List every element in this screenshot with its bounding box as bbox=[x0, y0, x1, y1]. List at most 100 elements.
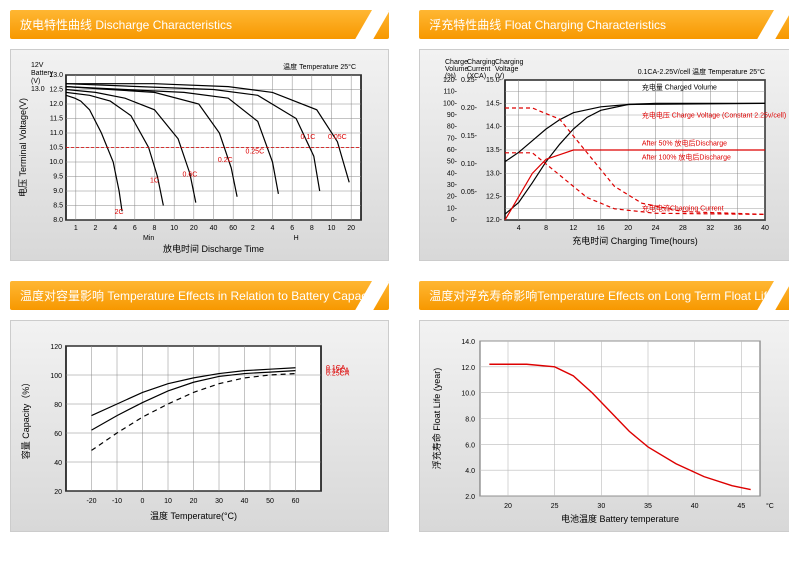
svg-text:Min: Min bbox=[143, 235, 154, 242]
svg-text:60-: 60- bbox=[447, 147, 458, 154]
svg-text:容量 Capacity（%）: 容量 Capacity（%） bbox=[20, 378, 31, 460]
svg-text:10: 10 bbox=[328, 225, 336, 232]
svg-text:10-: 10- bbox=[447, 205, 458, 212]
svg-text:12.5-: 12.5- bbox=[486, 194, 503, 201]
svg-text:70-: 70- bbox=[447, 135, 458, 142]
svg-text:60: 60 bbox=[54, 431, 62, 438]
svg-text:8: 8 bbox=[310, 225, 314, 232]
svg-text:14.0-: 14.0- bbox=[486, 124, 503, 131]
svg-text:After 100% 放电后Discharge: After 100% 放电后Discharge bbox=[642, 152, 731, 161]
svg-text:100: 100 bbox=[50, 373, 62, 380]
svg-text:36: 36 bbox=[734, 225, 742, 232]
svg-text:40-: 40- bbox=[447, 170, 458, 177]
svg-text:0.2C: 0.2C bbox=[218, 157, 233, 164]
svg-text:14.5-: 14.5- bbox=[486, 100, 503, 107]
svg-text:充电电流Charging Current: 充电电流Charging Current bbox=[642, 204, 724, 213]
svg-text:80-: 80- bbox=[447, 124, 458, 131]
svg-text:12.5: 12.5 bbox=[49, 87, 63, 94]
svg-text:2: 2 bbox=[251, 225, 255, 232]
svg-text:°C: °C bbox=[766, 502, 774, 510]
svg-text:温度 Temperature(°C): 温度 Temperature(°C) bbox=[150, 510, 237, 521]
svg-text:12.0: 12.0 bbox=[462, 365, 476, 372]
svg-text:20: 20 bbox=[54, 489, 62, 496]
panel-temp-float: 温度对浮充寿命影响Temperature Effects on Long Ter… bbox=[419, 281, 789, 532]
svg-text:30: 30 bbox=[215, 498, 223, 505]
svg-text:4: 4 bbox=[517, 225, 521, 232]
svg-text:充电量 Charged Volume: 充电量 Charged Volume bbox=[642, 82, 717, 91]
svg-text:40: 40 bbox=[241, 498, 249, 505]
svg-text:放电时间 Discharge Time: 放电时间 Discharge Time bbox=[163, 243, 264, 254]
svg-text:浮充寿命 Float Life (year): 浮充寿命 Float Life (year) bbox=[431, 368, 442, 470]
svg-text:120: 120 bbox=[50, 344, 62, 351]
svg-text:-10: -10 bbox=[112, 498, 122, 505]
svg-text:0.6C: 0.6C bbox=[183, 172, 198, 179]
chart-float-charge: 4812162024283236400-10-20-30-40-50-60-70… bbox=[419, 49, 789, 261]
panel-temp-capacity: 温度对容量影响 Temperature Effects in Relation … bbox=[10, 281, 389, 532]
svg-text:充电时间 Charging Time(hours): 充电时间 Charging Time(hours) bbox=[572, 235, 698, 246]
svg-text:12V: 12V bbox=[31, 62, 44, 69]
svg-text:9.5: 9.5 bbox=[53, 174, 63, 181]
svg-text:10: 10 bbox=[170, 225, 178, 232]
svg-text:28: 28 bbox=[679, 225, 687, 232]
svg-text:1: 1 bbox=[74, 225, 78, 232]
svg-text:2C: 2C bbox=[115, 209, 124, 216]
svg-text:11.0: 11.0 bbox=[50, 130, 63, 137]
chart-temp-capacity: 20406080100120-20-1001020304050600.1CA0.… bbox=[10, 320, 389, 532]
svg-text:20: 20 bbox=[504, 503, 512, 510]
svg-text:13.5-: 13.5- bbox=[486, 147, 503, 154]
svg-text:6: 6 bbox=[133, 225, 137, 232]
svg-text:100-: 100- bbox=[443, 100, 458, 107]
panel-float-charge: 浮充特性曲线 Float Charging Characteristics 48… bbox=[419, 10, 789, 261]
svg-text:0.1C: 0.1C bbox=[301, 134, 316, 141]
svg-text:8.0: 8.0 bbox=[53, 217, 63, 224]
svg-text:6: 6 bbox=[290, 225, 294, 232]
svg-text:10: 10 bbox=[164, 498, 172, 505]
svg-text:0.10-: 0.10- bbox=[461, 161, 478, 168]
svg-text:4: 4 bbox=[271, 225, 275, 232]
svg-text:0.15-: 0.15- bbox=[461, 133, 478, 140]
chart-discharge: 8.08.59.09.510.010.511.011.512.012.513.0… bbox=[10, 49, 389, 261]
svg-text:14.0: 14.0 bbox=[462, 339, 476, 346]
svg-text:0: 0 bbox=[141, 498, 145, 505]
svg-text:45: 45 bbox=[738, 503, 746, 510]
svg-text:40: 40 bbox=[210, 225, 218, 232]
header-temp-capacity: 温度对容量影响 Temperature Effects in Relation … bbox=[10, 281, 389, 310]
chart-temp-float: 2.04.06.08.010.012.014.0202530354045°C浮充… bbox=[419, 320, 789, 532]
svg-text:8.0: 8.0 bbox=[466, 417, 476, 424]
svg-text:电压 Terminal Voltage(V): 电压 Terminal Voltage(V) bbox=[17, 98, 28, 197]
svg-text:4: 4 bbox=[113, 225, 117, 232]
svg-text:60: 60 bbox=[229, 225, 237, 232]
svg-text:0.25C: 0.25C bbox=[245, 148, 264, 155]
svg-text:11.5: 11.5 bbox=[50, 116, 63, 123]
svg-text:电池温度 Battery temperature: 电池温度 Battery temperature bbox=[561, 513, 679, 524]
svg-text:(V): (V) bbox=[495, 73, 504, 80]
svg-text:Charging: Charging bbox=[467, 59, 496, 66]
svg-text:30-: 30- bbox=[447, 182, 458, 189]
header-temp-float: 温度对浮充寿命影响Temperature Effects on Long Ter… bbox=[419, 281, 789, 310]
svg-text:Volume: Volume bbox=[445, 66, 468, 73]
svg-text:充电电压 Charge Voltage (Constant: 充电电压 Charge Voltage (Constant 2.25v/cell… bbox=[642, 110, 786, 119]
svg-text:(XCA): (XCA) bbox=[467, 73, 486, 80]
svg-text:10.0: 10.0 bbox=[49, 159, 63, 166]
svg-text:20: 20 bbox=[347, 225, 355, 232]
svg-text:20: 20 bbox=[190, 225, 198, 232]
svg-text:0.05C: 0.05C bbox=[328, 134, 347, 141]
panel-discharge: 放电特性曲线 Discharge Characteristics 8.08.59… bbox=[10, 10, 389, 261]
svg-text:90-: 90- bbox=[447, 112, 458, 119]
svg-text:12.0: 12.0 bbox=[49, 101, 63, 108]
svg-text:50: 50 bbox=[266, 498, 274, 505]
svg-text:13.0: 13.0 bbox=[31, 86, 45, 93]
svg-text:40: 40 bbox=[54, 460, 62, 467]
svg-text:10.5: 10.5 bbox=[49, 145, 63, 152]
svg-text:2: 2 bbox=[94, 225, 98, 232]
svg-text:Charge: Charge bbox=[445, 59, 468, 66]
svg-text:温度 Temperature 25°C: 温度 Temperature 25°C bbox=[283, 62, 356, 71]
svg-text:0.20-: 0.20- bbox=[461, 105, 478, 112]
svg-text:8: 8 bbox=[544, 225, 548, 232]
svg-text:Charging: Charging bbox=[495, 59, 524, 66]
svg-text:Battery: Battery bbox=[31, 70, 54, 77]
svg-text:0.05-: 0.05- bbox=[461, 189, 478, 196]
svg-text:20-: 20- bbox=[447, 194, 458, 201]
header-discharge: 放电特性曲线 Discharge Characteristics bbox=[10, 10, 389, 39]
svg-text:(V): (V) bbox=[31, 78, 40, 85]
